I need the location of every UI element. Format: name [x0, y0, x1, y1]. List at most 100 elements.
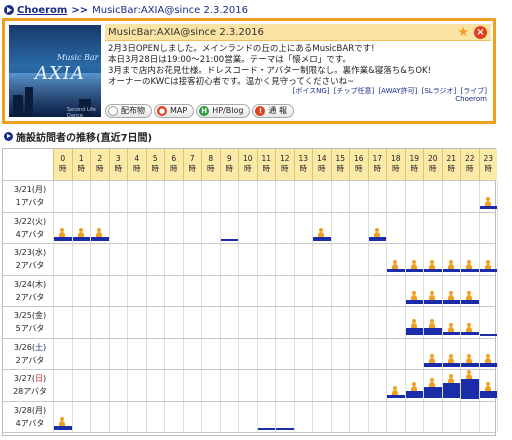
day-visitor-count: 2アバタ	[15, 261, 45, 270]
visitor-bar[interactable]	[461, 268, 479, 273]
visitor-bar[interactable]	[442, 382, 460, 399]
visitor-bar[interactable]	[405, 327, 423, 336]
visitor-bar[interactable]	[220, 239, 238, 241]
hour-number: 3	[115, 154, 121, 163]
hour-suffix: 時	[336, 164, 345, 173]
visitor-bar[interactable]	[72, 237, 90, 241]
hour-suffix: 時	[392, 164, 400, 173]
venue-title-bar: MusicBar:AXIA@since 2.3.2016 ★ ×	[105, 24, 491, 41]
thumbnail-logo: AXIA	[35, 63, 85, 84]
visitor-bar[interactable]	[91, 237, 109, 241]
visitor-bar[interactable]	[424, 300, 442, 304]
avatar-icon	[484, 196, 491, 206]
visitor-bar[interactable]	[461, 379, 479, 399]
visitor-bar[interactable]	[479, 390, 497, 399]
day-date: 3/23(水)	[13, 248, 47, 257]
avatar-icon	[466, 259, 473, 269]
gift-button[interactable]: 配布物	[105, 104, 152, 118]
visitor-bar[interactable]	[424, 386, 442, 399]
visitor-bar[interactable]	[313, 237, 331, 241]
avatar-icon	[77, 228, 84, 238]
tag-link[interactable]: [チップ任意]	[333, 87, 375, 95]
close-icon[interactable]: ×	[474, 26, 487, 39]
day-label: 3/25(金) 5アバタ	[7, 309, 53, 335]
tag-link[interactable]: [ボイスNG]	[292, 87, 330, 95]
report-button[interactable]: ! 通 報	[252, 104, 294, 118]
visitor-bar[interactable]	[387, 394, 405, 399]
breadcrumb-separator: >>	[71, 4, 89, 16]
hour-number: 7	[189, 154, 195, 163]
avatar-icon	[410, 381, 417, 391]
venue-info-panel: Music Bar AXIA Second Life Dance MusicBa…	[2, 18, 496, 124]
hour-number: 1	[78, 154, 84, 163]
visitor-bar[interactable]	[461, 300, 479, 304]
visitor-bar[interactable]	[461, 363, 479, 367]
breadcrumb-root-link[interactable]: Choerom	[17, 4, 68, 16]
avatar-icon	[447, 354, 454, 364]
hp-blog-button[interactable]: H HP/Blog	[196, 104, 251, 118]
day-date: 3/21(月)	[13, 185, 47, 194]
day-weekday: 月	[34, 185, 43, 194]
grid-row-line	[3, 274, 495, 276]
avatar-icon	[318, 228, 325, 238]
tag-author[interactable]: Choerom	[455, 95, 487, 103]
tag-link[interactable]: [AWAY許可]	[378, 87, 418, 95]
avatar-icon	[447, 322, 454, 332]
visitor-bar[interactable]	[424, 363, 442, 367]
avatar-icon	[429, 377, 436, 387]
avatar-icon	[373, 228, 380, 238]
visitor-bar[interactable]	[442, 268, 460, 273]
hour-header-cell: 14 時	[312, 149, 331, 180]
hour-header-cell: 20 時	[423, 149, 442, 180]
visitor-bar[interactable]	[442, 363, 460, 367]
map-button-label: MAP	[170, 106, 188, 115]
gift-icon	[108, 106, 118, 116]
avatar-icon	[96, 228, 103, 238]
day-visitor-count: 4アバタ	[15, 229, 45, 239]
visitor-bar[interactable]	[405, 300, 423, 304]
hour-number: 16	[353, 154, 364, 163]
visitor-bar[interactable]	[479, 333, 497, 336]
grid-row-line	[3, 432, 495, 433]
visitor-bar[interactable]	[387, 268, 405, 273]
visitor-bar[interactable]	[424, 268, 442, 273]
visitor-bar[interactable]	[368, 237, 386, 241]
tag-link[interactable]: [ライブ]	[460, 87, 487, 95]
tag-link[interactable]: [SLラジオ]	[421, 87, 457, 95]
day-weekday: 土	[34, 342, 43, 352]
visitor-bar[interactable]	[479, 363, 497, 367]
hour-suffix: 時	[447, 164, 456, 173]
visitor-bar[interactable]	[276, 428, 294, 430]
avatar-icon	[392, 259, 399, 269]
visitor-bar[interactable]	[479, 268, 497, 273]
visitor-bar[interactable]	[442, 331, 460, 336]
avatar-icon	[410, 318, 417, 328]
hour-number: 2	[97, 154, 103, 163]
alert-icon: !	[255, 106, 266, 116]
day-label: 3/26(土) 2アバタ	[7, 341, 53, 367]
hour-number: 9	[226, 154, 232, 163]
hour-suffix: 時	[207, 164, 215, 173]
visitor-bar[interactable]	[442, 300, 460, 304]
thumbnail-building	[13, 95, 23, 117]
hour-number: 17	[372, 154, 383, 163]
grid-row-line	[3, 243, 495, 244]
hour-number: 10	[242, 154, 253, 163]
visitor-bar[interactable]	[424, 327, 442, 336]
visitor-bar[interactable]	[54, 237, 72, 241]
visitor-bar[interactable]	[257, 428, 275, 430]
avatar-icon	[447, 291, 454, 301]
hour-header-cell: 16 時	[349, 149, 368, 180]
venue-thumbnail[interactable]: Music Bar AXIA Second Life Dance	[9, 25, 101, 117]
visitor-bar[interactable]	[479, 205, 497, 210]
visitor-bar[interactable]	[54, 426, 72, 430]
visitor-bar[interactable]	[405, 390, 423, 399]
visitor-bar[interactable]	[461, 331, 479, 336]
section-title: 施設訪問者の推移(直近7日間)	[16, 133, 153, 144]
map-button[interactable]: ● MAP	[154, 104, 195, 118]
day-date: 3/24(木)	[13, 279, 47, 289]
favorite-star-icon[interactable]: ★	[457, 25, 469, 40]
visitor-bar[interactable]	[405, 268, 423, 273]
